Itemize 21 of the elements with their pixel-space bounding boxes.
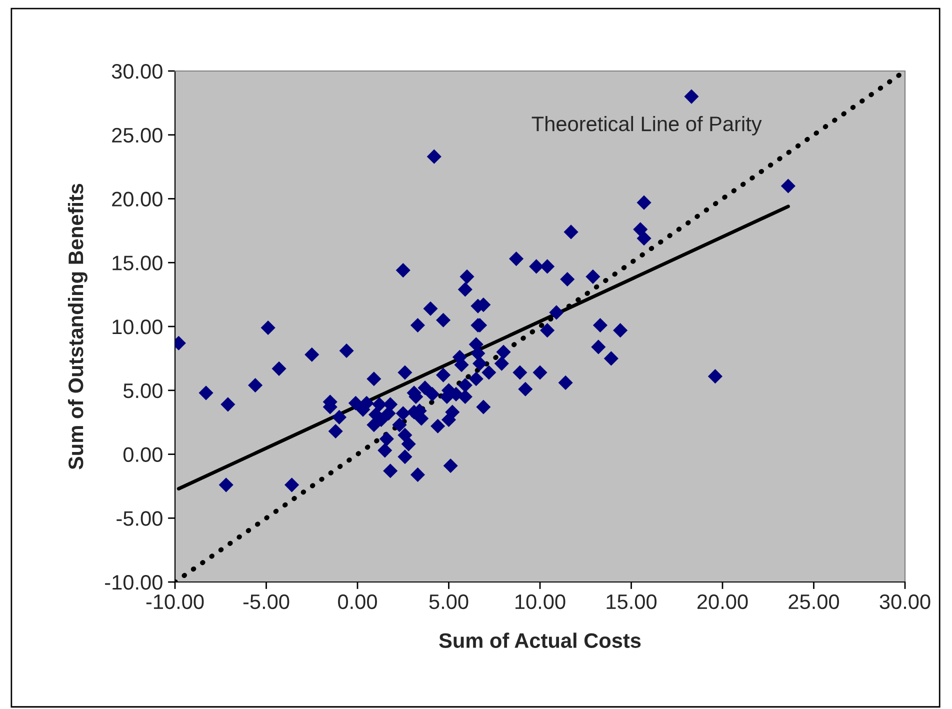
x-tick-label: 20.00 [697, 594, 748, 610]
y-tick-label: 0.00 [123, 447, 162, 462]
x-tick-label: 0.00 [338, 594, 377, 610]
y-tick-label: 30.00 [112, 64, 162, 79]
x-tick-label: 5.00 [429, 594, 468, 610]
x-tick-label: 25.00 [788, 594, 840, 610]
x-tick-label: -10.00 [146, 594, 204, 610]
x-axis-title: Sum of Actual Costs [439, 632, 641, 648]
x-tick-label: 15.00 [606, 594, 657, 610]
y-tick-label: -5.00 [116, 511, 162, 526]
y-tick-label: 20.00 [112, 192, 162, 207]
y-tick-label: -10.00 [105, 575, 162, 590]
y-tick-label: 5.00 [123, 383, 162, 398]
x-tick-label: 30.00 [880, 594, 930, 610]
x-tick-label: -5.00 [243, 594, 290, 610]
x-tick-label: 10.00 [516, 594, 566, 610]
annotation: Theoretical Line of Parity [532, 116, 762, 136]
y-tick-label: 10.00 [112, 320, 162, 334]
y-axis-title: Sum of Outstanding Benefits [68, 184, 88, 470]
y-tick-label: 15.00 [112, 256, 162, 270]
y-tick-label: 25.00 [112, 128, 162, 143]
